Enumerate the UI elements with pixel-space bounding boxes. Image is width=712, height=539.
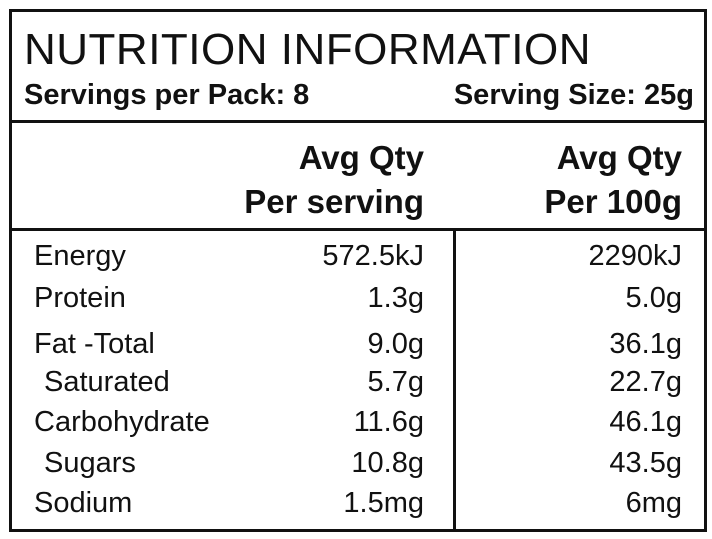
nutrient-row-sodium: Sodium 1.5mg 6mg — [12, 483, 704, 523]
panel-title: NUTRITION INFORMATION — [24, 25, 591, 74]
column-header-per-serving: Avg Qty Per serving — [244, 136, 424, 224]
nutrient-row-saturated: Saturated 5.7g 22.7g — [12, 362, 704, 402]
nutrient-value-per-100g: 2290kJ — [588, 240, 682, 272]
nutrient-label: Sodium — [34, 487, 133, 519]
nutrient-value-per-100g: 46.1g — [609, 406, 682, 438]
serving-size: Serving Size: 25g — [453, 79, 694, 111]
nutrient-row-energy: Energy 572.5kJ 2290kJ — [12, 236, 704, 276]
column-header-per-100g-line1: Avg Qty — [556, 139, 682, 176]
column-header-per-serving-line2: Per serving — [244, 183, 424, 220]
divider-top — [12, 120, 704, 123]
nutrient-value-per-serving: 9.0g — [367, 328, 424, 360]
column-header-per-100g-line2: Per 100g — [544, 183, 682, 220]
servings-per-pack: Servings per Pack: 8 — [24, 79, 310, 111]
column-header-per-100g: Avg Qty Per 100g — [544, 136, 682, 224]
nutrient-row-fat-total: Fat -Total 9.0g 36.1g — [12, 324, 704, 364]
nutrient-value-per-100g: 36.1g — [609, 328, 682, 360]
nutrient-value-per-serving: 572.5kJ — [322, 240, 424, 272]
divider-header — [12, 228, 704, 231]
nutrient-label: Protein — [34, 282, 126, 314]
nutrient-label: Saturated — [44, 366, 170, 398]
nutrient-label: Carbohydrate — [34, 406, 210, 438]
nutrient-value-per-100g: 43.5g — [609, 447, 682, 479]
nutrient-label: Fat -Total — [34, 328, 155, 360]
nutrient-value-per-100g: 22.7g — [609, 366, 682, 398]
nutrient-row-protein: Protein 1.3g 5.0g — [12, 278, 704, 318]
nutrient-value-per-serving: 10.8g — [351, 447, 424, 479]
column-header-per-serving-line1: Avg Qty — [298, 139, 424, 176]
nutrient-value-per-100g: 5.0g — [625, 282, 682, 314]
nutrient-value-per-100g: 6mg — [625, 487, 682, 519]
nutrient-row-sugars: Sugars 10.8g 43.5g — [12, 443, 704, 483]
column-divider — [453, 231, 456, 529]
nutrient-label: Sugars — [44, 447, 136, 479]
nutrient-label: Energy — [34, 240, 126, 272]
nutrition-panel: NUTRITION INFORMATION Servings per Pack:… — [9, 9, 707, 532]
nutrient-value-per-serving: 1.3g — [367, 282, 424, 314]
nutrient-row-carbohydrate: Carbohydrate 11.6g 46.1g — [12, 402, 704, 442]
nutrient-value-per-serving: 11.6g — [353, 406, 424, 438]
nutrient-value-per-serving: 1.5mg — [343, 487, 424, 519]
nutrient-value-per-serving: 5.7g — [367, 366, 424, 398]
